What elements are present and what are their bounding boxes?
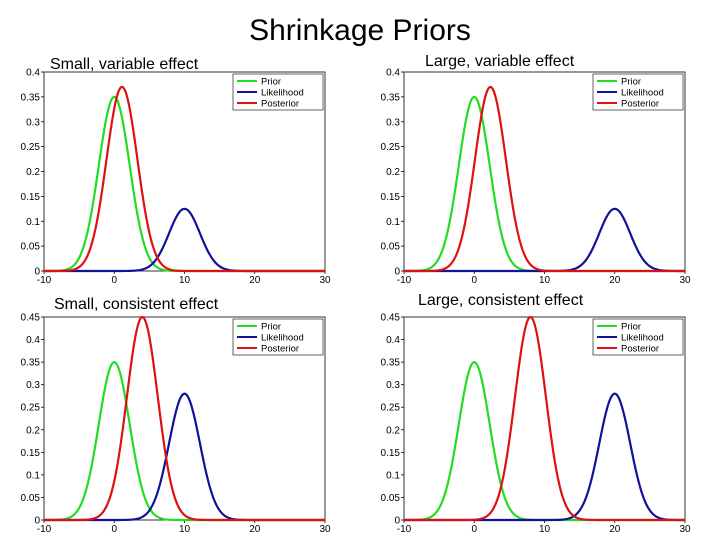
y-tick-label: 0.2 — [386, 425, 400, 436]
legend-label-posterior: Posterior — [261, 99, 299, 110]
y-tick-label: 0.15 — [21, 448, 41, 459]
x-tick-label: 20 — [609, 524, 621, 535]
legend-label-likelihood: Likelihood — [261, 333, 304, 344]
x-tick-label: 30 — [679, 524, 691, 535]
chart-large-consistent: 00.050.10.150.20.250.30.350.40.45-10 0 10 2… — [381, 313, 691, 536]
y-tick-label: 0.35 — [381, 358, 401, 369]
panel-title-small-variable: Small, variable effect — [50, 56, 199, 73]
x-tick-label: 10 — [539, 524, 551, 535]
x-tick-label: 0 — [471, 275, 477, 286]
legend-label-prior: Prior — [621, 322, 641, 333]
x-tick-label: -10 — [397, 275, 412, 286]
x-tick-label: 20 — [249, 275, 261, 286]
y-tick-label: 0.25 — [21, 142, 41, 153]
y-tick-label: 0.2 — [26, 167, 40, 178]
legend-label-prior: Prior — [261, 77, 281, 88]
series-line-posterior — [44, 315, 325, 522]
y-tick-label: 0 — [34, 267, 40, 278]
y-tick-label: 0.25 — [381, 403, 401, 414]
y-tick-label: 0.35 — [21, 92, 41, 103]
legend-label-likelihood: Likelihood — [621, 88, 664, 99]
x-tick-label: -10 — [37, 275, 52, 286]
legend-label-posterior: Posterior — [621, 99, 659, 110]
y-tick-label: 0.15 — [21, 192, 41, 203]
y-tick-label: 0.1 — [386, 470, 400, 481]
y-tick-label: 0.1 — [386, 217, 400, 228]
legend-label-prior: Prior — [261, 322, 281, 333]
y-tick-label: 0.4 — [386, 335, 400, 346]
series-line-posterior — [404, 85, 685, 273]
y-tick-label: 0.25 — [381, 142, 401, 153]
chart-small-variable: 00.050.10.150.20.250.30.350.4-10 0 10 20 30P… — [21, 68, 331, 287]
series-line-prior — [44, 95, 325, 273]
x-tick-label: -10 — [397, 524, 412, 535]
y-tick-label: 0.2 — [26, 425, 40, 436]
y-tick-label: 0.45 — [381, 313, 401, 324]
y-tick-label: 0.05 — [21, 493, 41, 504]
y-tick-label: 0.1 — [26, 470, 40, 481]
x-tick-label: 10 — [539, 275, 551, 286]
x-tick-label: 0 — [111, 524, 117, 535]
y-tick-label: 0.4 — [386, 68, 400, 79]
legend-label-likelihood: Likelihood — [261, 88, 304, 99]
panel-title-small-consistent: Small, consistent effect — [54, 296, 219, 313]
x-tick-label: -10 — [37, 524, 52, 535]
x-tick-label: 10 — [179, 524, 191, 535]
slide-title: Shrinkage Priors — [249, 14, 471, 47]
x-tick-label: 0 — [471, 524, 477, 535]
legend-label-posterior: Posterior — [621, 344, 659, 355]
x-tick-label: 20 — [609, 275, 621, 286]
y-tick-label: 0.3 — [26, 117, 40, 128]
x-tick-label: 30 — [319, 275, 331, 286]
series-line-likelihood — [44, 392, 325, 522]
y-tick-label: 0 — [394, 267, 400, 278]
x-tick-label: 10 — [179, 275, 191, 286]
y-tick-label: 0 — [34, 516, 40, 527]
x-tick-label: 30 — [319, 524, 331, 535]
y-tick-label: 0.25 — [21, 403, 41, 414]
y-tick-label: 0.1 — [26, 217, 40, 228]
y-tick-label: 0.3 — [386, 117, 400, 128]
y-tick-label: 0.35 — [21, 358, 41, 369]
legend-label-posterior: Posterior — [261, 344, 299, 355]
x-tick-label: 0 — [111, 275, 117, 286]
y-tick-label: 0.45 — [21, 313, 41, 324]
y-tick-label: 0.4 — [26, 335, 40, 346]
x-tick-label: 30 — [679, 275, 691, 286]
panel-title-large-consistent: Large, consistent effect — [418, 292, 584, 309]
series-line-posterior — [44, 85, 325, 273]
y-tick-label: 0 — [394, 516, 400, 527]
legend-label-likelihood: Likelihood — [621, 333, 664, 344]
y-tick-label: 0.3 — [386, 380, 400, 391]
chart-large-variable: 00.050.10.150.20.250.30.350.4-10 0 10 20 30P… — [381, 68, 691, 287]
legend-label-prior: Prior — [621, 77, 641, 88]
panel-title-large-variable: Large, variable effect — [425, 53, 575, 70]
y-tick-label: 0.4 — [26, 68, 40, 79]
y-tick-label: 0.05 — [21, 242, 41, 253]
y-tick-label: 0.05 — [381, 242, 401, 253]
y-tick-label: 0.05 — [381, 493, 401, 504]
series-line-prior — [404, 95, 685, 273]
y-tick-label: 0.2 — [386, 167, 400, 178]
chart-small-consistent: 00.050.10.150.20.250.30.350.40.45-10 0 10 2… — [21, 313, 331, 536]
y-tick-label: 0.15 — [381, 448, 401, 459]
y-tick-label: 0.3 — [26, 380, 40, 391]
series-line-posterior — [404, 315, 685, 522]
series-line-prior — [44, 360, 325, 522]
y-tick-label: 0.35 — [381, 92, 401, 103]
x-tick-label: 20 — [249, 524, 261, 535]
series-line-likelihood — [404, 392, 686, 522]
y-tick-label: 0.15 — [381, 192, 401, 203]
